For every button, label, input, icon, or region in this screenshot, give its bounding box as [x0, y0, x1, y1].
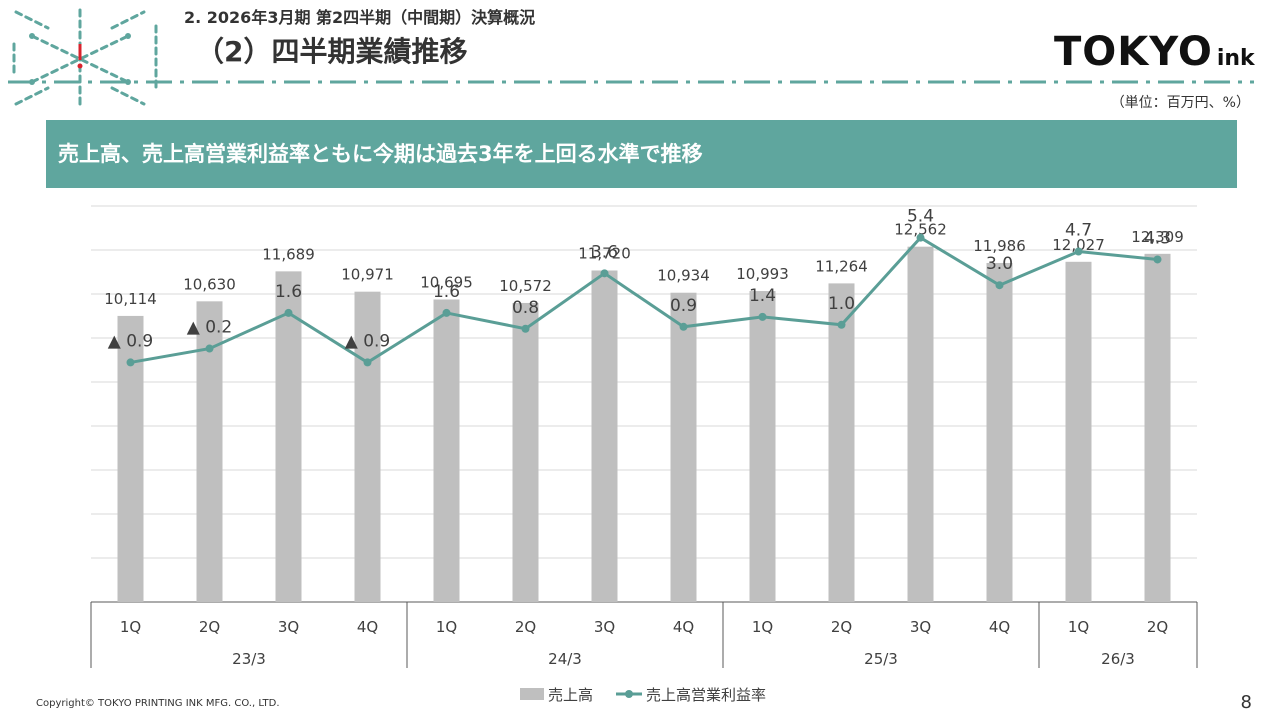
- copyright-text: Copyright© TOKYO PRINTING INK MFG. CO., …: [36, 698, 280, 709]
- x-group-label: 25/3: [864, 650, 898, 668]
- bar-data-label: 12,309: [1131, 228, 1184, 246]
- line-data-label: 3.0: [986, 254, 1013, 274]
- bar-sales: [512, 302, 539, 602]
- bar-sales: [433, 299, 460, 602]
- line-point: [679, 322, 688, 331]
- bar-sales: [1144, 253, 1171, 602]
- logo-main-text: TOKYO: [1054, 29, 1213, 75]
- bar-data-label: 11,689: [262, 245, 315, 263]
- bar-data-label: 10,630: [183, 275, 236, 293]
- page-number: 8: [1240, 692, 1252, 713]
- x-tick-label: 2Q: [515, 618, 536, 636]
- x-tick-label: 4Q: [357, 618, 378, 636]
- bar-sales: [828, 283, 855, 602]
- summary-banner: 売上高、売上高営業利益率ともに今期は過去3年を上回る水準で推移: [46, 120, 1237, 188]
- bar-sales: [1065, 261, 1092, 602]
- x-group-label: 23/3: [232, 650, 266, 668]
- x-tick-label: 3Q: [910, 618, 931, 636]
- x-tick-label: 3Q: [278, 618, 299, 636]
- legend-label-margin: 売上高営業利益率: [646, 686, 766, 704]
- line-data-label: 1.6: [433, 282, 460, 302]
- bar-data-label: 11,720: [578, 244, 631, 262]
- line-data-label: 4.7: [1065, 221, 1092, 241]
- line-data-label: ▲ 0.9: [345, 331, 391, 351]
- section-heading: 2. 2026年3月期 第2四半期（中間期）決算概況: [184, 8, 536, 27]
- page-title: （2）四半期業績推移: [196, 35, 468, 68]
- legend-label-sales: 売上高: [548, 686, 593, 704]
- bar-sales: [591, 270, 618, 602]
- bar-data-label: 12,562: [894, 221, 947, 239]
- line-point: [126, 358, 135, 367]
- x-tick-label: 1Q: [752, 618, 773, 636]
- line-data-label: 1.0: [828, 294, 855, 314]
- line-point: [363, 358, 372, 367]
- bar-data-label: 10,971: [341, 266, 394, 284]
- x-tick-label: 2Q: [199, 618, 220, 636]
- bar-sales: [907, 246, 934, 602]
- line-data-label: ▲ 0.9: [108, 331, 154, 351]
- line-data-label: 0.8: [512, 298, 539, 318]
- bar-sales: [670, 292, 697, 602]
- line-data-label: 0.9: [670, 296, 697, 316]
- x-group-label: 24/3: [548, 650, 582, 668]
- bar-data-label: 12,027: [1052, 236, 1105, 254]
- bar-data-label: 10,934: [657, 267, 710, 285]
- x-tick-label: 2Q: [831, 618, 852, 636]
- line-point: [1074, 247, 1083, 256]
- bar-sales: [275, 271, 302, 602]
- bar-data-label: 10,993: [736, 265, 789, 283]
- legend-swatch-sales: [520, 688, 544, 700]
- x-tick-label: 4Q: [673, 618, 694, 636]
- line-data-label: 4.3: [1144, 228, 1171, 248]
- line-operating-margin: [130, 235, 1158, 365]
- x-tick-label: 1Q: [436, 618, 457, 636]
- unit-note: （単位：百万円、%）: [1110, 95, 1250, 111]
- legend-marker-margin: [625, 690, 633, 698]
- line-point: [284, 308, 293, 317]
- line-point: [521, 324, 530, 333]
- line-point: [995, 281, 1004, 290]
- header-divider: [8, 80, 1254, 84]
- line-point: [442, 308, 451, 317]
- line-data-label: 3.6: [591, 242, 618, 262]
- line-point: [1153, 255, 1162, 264]
- bar-sales: [749, 291, 776, 602]
- line-data-label: ▲ 0.2: [187, 318, 233, 338]
- line-data-label: 1.6: [275, 282, 302, 302]
- logo-sub-text: ink: [1216, 46, 1255, 71]
- x-tick-label: 4Q: [989, 618, 1010, 636]
- line-point: [205, 344, 214, 353]
- x-group-label: 26/3: [1101, 650, 1135, 668]
- line-point: [758, 312, 767, 321]
- company-logo: TOKYO ink: [1054, 30, 1255, 74]
- bar-data-label: 10,695: [420, 273, 473, 291]
- bar-data-label: 10,114: [104, 290, 157, 308]
- x-tick-label: 3Q: [594, 618, 615, 636]
- bar-sales: [986, 262, 1013, 602]
- line-point: [837, 320, 846, 329]
- line-data-label: 5.4: [907, 207, 934, 227]
- bar-sales: [354, 291, 381, 602]
- x-tick-label: 1Q: [120, 618, 141, 636]
- bar-data-label: 10,572: [499, 277, 552, 295]
- line-point: [916, 233, 925, 242]
- x-tick-label: 2Q: [1147, 618, 1168, 636]
- bar-data-label: 11,264: [815, 257, 868, 275]
- x-tick-label: 1Q: [1068, 618, 1089, 636]
- line-data-label: 1.4: [749, 286, 776, 306]
- bar-data-label: 11,986: [973, 237, 1026, 255]
- line-point: [600, 269, 609, 278]
